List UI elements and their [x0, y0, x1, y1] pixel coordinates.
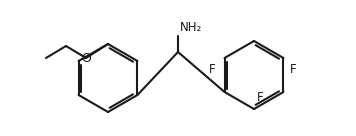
Text: F: F — [290, 63, 297, 76]
Text: F: F — [257, 91, 264, 104]
Text: O: O — [81, 52, 91, 64]
Text: F: F — [209, 63, 216, 76]
Text: NH₂: NH₂ — [180, 21, 202, 34]
